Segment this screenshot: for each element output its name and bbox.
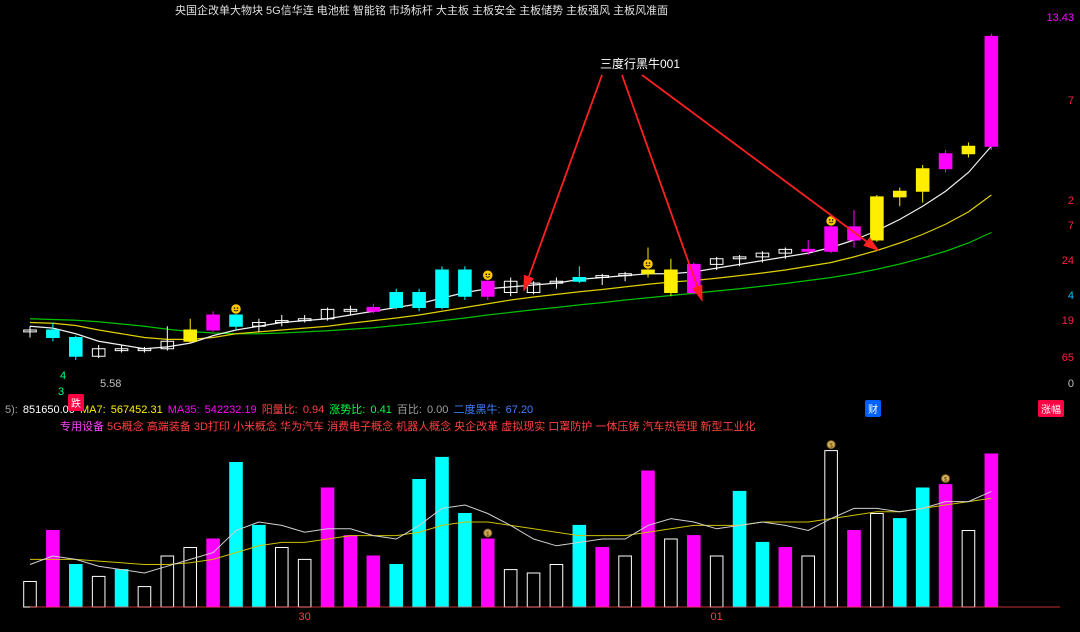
- badge-red_zhang: 涨幅: [1038, 400, 1064, 417]
- axis-label: 2: [1068, 195, 1074, 207]
- price-label: 3: [58, 386, 64, 398]
- axis-label: 65: [1062, 352, 1074, 364]
- price-label: 4: [60, 370, 66, 382]
- axis-label: 24: [1062, 255, 1074, 267]
- axis-label: 4: [1068, 290, 1074, 302]
- annotation-label: 三度行黑牛001: [600, 55, 680, 72]
- badge-blue_cai: 财: [865, 400, 881, 417]
- candlestick-chart[interactable]: 13.43 7 2 7 24 4 19 65 0 4 3 5.58: [0, 0, 1080, 400]
- axis-label: 19: [1062, 315, 1074, 327]
- svg-text:01: 01: [711, 611, 723, 622]
- axis-label: 13.43: [1046, 12, 1074, 24]
- price-label: 5.58: [100, 378, 121, 390]
- status-line: 5): 851650.00 MA7: 567452.31 MA35: 54223…: [5, 401, 535, 417]
- axis-label: 0: [1068, 378, 1074, 390]
- volume-chart[interactable]: $$$3001: [0, 432, 1080, 632]
- svg-text:30: 30: [299, 611, 311, 622]
- axis-label: 7: [1068, 220, 1074, 232]
- header-tags: 央国企改单大物块 5G信华连 电池桩 智能铭 市场标杆 大主板 主板安全 主板储…: [175, 2, 668, 18]
- badge-red_die: 跌: [68, 394, 84, 411]
- axis-label: 7: [1068, 95, 1074, 107]
